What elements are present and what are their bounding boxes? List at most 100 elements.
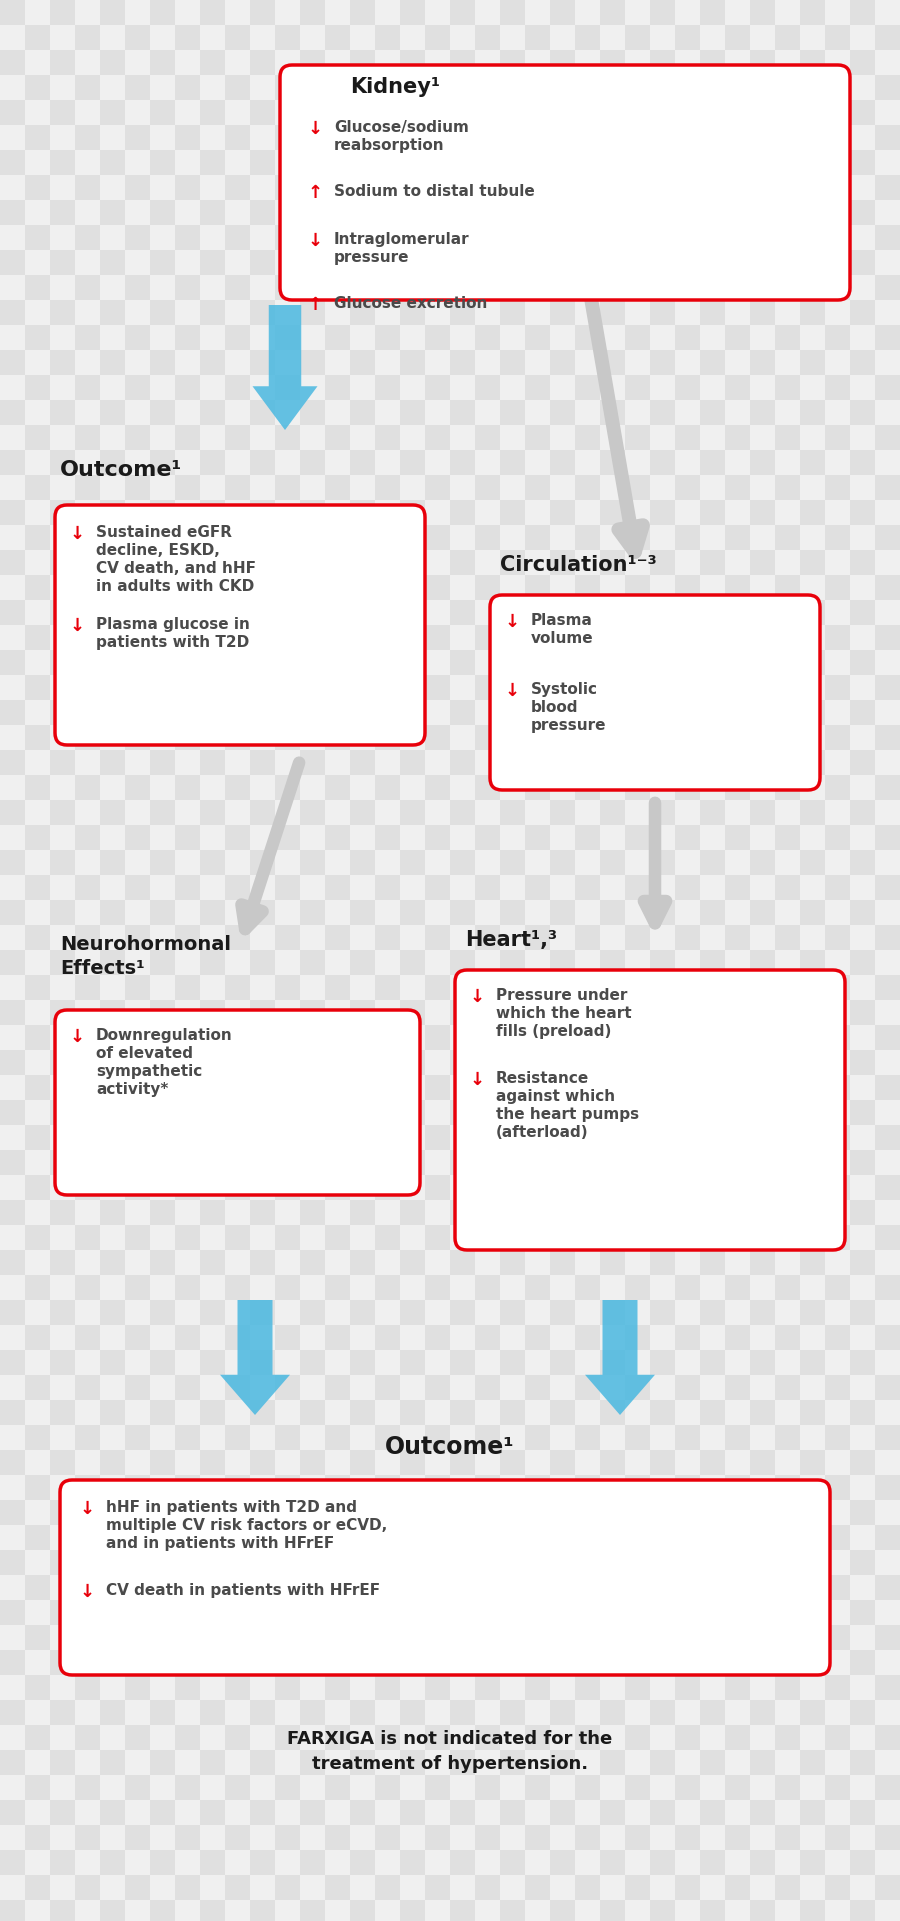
Bar	[625, 1850, 650, 1875]
Bar	[275, 849, 300, 874]
Bar	[300, 1226, 325, 1251]
Bar	[875, 1001, 900, 1026]
Bar	[100, 1101, 125, 1126]
Bar	[575, 1226, 600, 1251]
Bar	[850, 1750, 875, 1775]
Bar	[150, 1425, 175, 1450]
Bar	[750, 1276, 775, 1301]
Bar	[650, 1201, 675, 1226]
Bar	[175, 774, 200, 799]
Bar	[325, 1450, 350, 1475]
Bar	[75, 0, 100, 25]
Bar	[725, 1650, 750, 1675]
Bar	[250, 649, 275, 674]
Bar	[525, 75, 550, 100]
Bar	[700, 1350, 725, 1375]
Bar	[700, 0, 725, 25]
Bar	[175, 275, 200, 300]
Bar	[725, 1425, 750, 1450]
Bar	[325, 300, 350, 325]
Bar	[175, 976, 200, 1001]
Bar	[250, 1026, 275, 1051]
Bar	[875, 524, 900, 549]
Bar	[325, 574, 350, 599]
Bar	[850, 574, 875, 599]
Bar	[875, 1725, 900, 1750]
Bar	[0, 926, 25, 951]
Bar	[750, 125, 775, 150]
Bar	[875, 125, 900, 150]
Bar	[525, 1001, 550, 1026]
Bar	[850, 1800, 875, 1825]
Bar	[200, 926, 225, 951]
Bar	[800, 1525, 825, 1550]
Bar	[525, 499, 550, 524]
Bar	[475, 849, 500, 874]
Bar	[325, 1800, 350, 1825]
Bar	[75, 1425, 100, 1450]
Bar	[800, 150, 825, 175]
Bar	[75, 450, 100, 474]
Bar	[325, 674, 350, 699]
Bar	[650, 524, 675, 549]
Bar	[750, 300, 775, 325]
Bar	[650, 25, 675, 50]
Bar	[575, 0, 600, 25]
Bar	[200, 674, 225, 699]
Bar	[25, 225, 50, 250]
Bar	[500, 674, 525, 699]
Bar	[400, 400, 425, 425]
Bar	[175, 1325, 200, 1350]
Bar	[300, 325, 325, 350]
Bar	[750, 1525, 775, 1550]
Bar	[225, 100, 250, 125]
Bar	[50, 951, 75, 976]
Bar	[775, 976, 800, 1001]
Bar	[150, 474, 175, 499]
Bar	[275, 874, 300, 901]
Bar	[675, 350, 700, 375]
Bar	[650, 275, 675, 300]
Bar	[675, 749, 700, 774]
Bar	[200, 1201, 225, 1226]
Bar	[525, 1450, 550, 1475]
Bar	[700, 1425, 725, 1450]
Bar	[0, 1650, 25, 1675]
Bar	[600, 749, 625, 774]
Bar	[50, 1201, 75, 1226]
Bar	[100, 1151, 125, 1176]
Bar	[75, 1276, 100, 1301]
Bar	[175, 1600, 200, 1625]
Bar	[700, 1775, 725, 1800]
Bar	[550, 849, 575, 874]
Bar	[350, 1026, 375, 1051]
Bar	[525, 624, 550, 649]
Bar	[475, 674, 500, 699]
Bar	[75, 75, 100, 100]
Bar	[50, 524, 75, 549]
Bar	[725, 450, 750, 474]
Bar	[400, 824, 425, 849]
Bar	[250, 1500, 275, 1525]
Bar	[475, 1700, 500, 1725]
Bar	[800, 350, 825, 375]
Bar	[125, 649, 150, 674]
Bar	[225, 1151, 250, 1176]
Bar	[50, 1176, 75, 1201]
Bar	[450, 624, 475, 649]
Bar	[50, 1350, 75, 1375]
Bar	[175, 325, 200, 350]
Bar	[150, 524, 175, 549]
Bar	[800, 25, 825, 50]
Bar	[350, 1575, 375, 1600]
Bar	[300, 1575, 325, 1600]
Bar	[625, 1525, 650, 1550]
Bar	[325, 100, 350, 125]
Bar	[825, 375, 850, 400]
Bar	[425, 674, 450, 699]
Bar	[550, 1875, 575, 1900]
Bar	[600, 1700, 625, 1725]
Bar	[550, 774, 575, 799]
Bar	[50, 0, 75, 25]
Bar	[700, 200, 725, 225]
